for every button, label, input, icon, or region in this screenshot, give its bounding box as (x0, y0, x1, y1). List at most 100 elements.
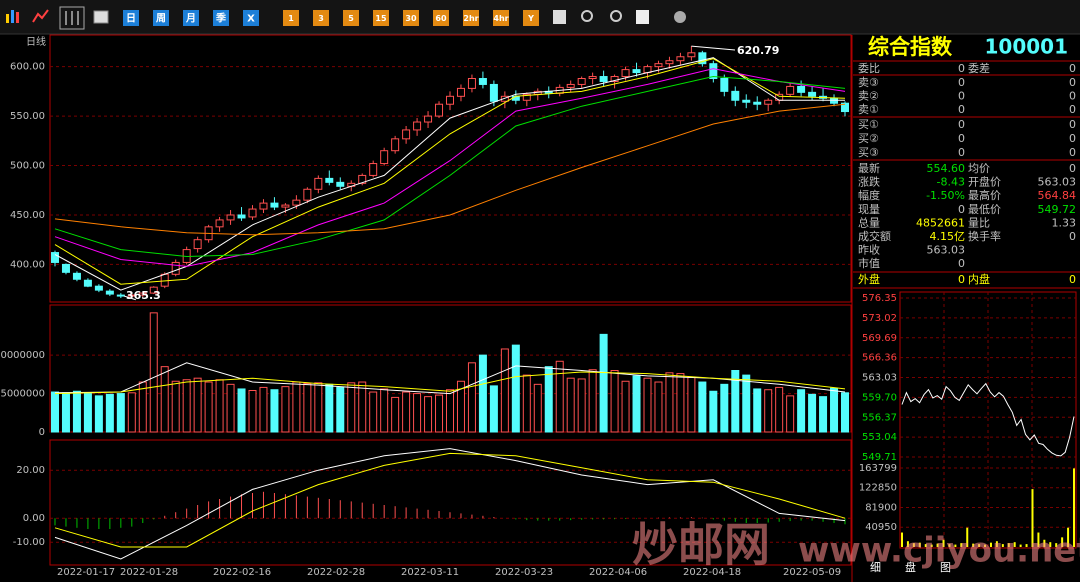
minute-button-label[interactable]: 3 (318, 14, 324, 23)
volume-bar (226, 383, 235, 433)
quote-cell: 563.03 (1038, 176, 1077, 189)
quote-cell: 总量 (858, 215, 880, 229)
candle-body (380, 150, 389, 165)
candle-body (446, 95, 454, 105)
volume-bar (522, 374, 531, 433)
minute-button[interactable] (343, 10, 359, 26)
minute-button-label[interactable]: 15 (375, 14, 387, 23)
y-tick-label: 20.00 (16, 465, 45, 476)
period-button[interactable] (183, 10, 199, 26)
period-button-label[interactable]: X (247, 14, 255, 25)
tab[interactable]: 图 (940, 561, 951, 574)
candle-body (786, 85, 795, 95)
icon-line[interactable] (32, 9, 49, 23)
minute-button[interactable] (463, 10, 479, 26)
period-button[interactable] (243, 10, 259, 26)
volume-bar (83, 393, 92, 433)
quote-cell: 0 (958, 203, 965, 216)
volume-bar (116, 393, 125, 433)
minute-button[interactable] (283, 10, 299, 26)
y-tick-label: -10.00 (13, 537, 45, 548)
minute-button[interactable] (313, 10, 329, 26)
period-button-label[interactable]: 周 (156, 13, 166, 25)
volume-bar (577, 378, 586, 433)
candle-body (709, 63, 718, 80)
x-tick-label: 2022-04-06 (589, 567, 647, 578)
period-label: 日线 (26, 35, 46, 48)
toolbar (0, 0, 1080, 34)
quote-cell: 均价 (968, 162, 990, 175)
icon-bars[interactable] (6, 14, 9, 23)
minute-button-label[interactable]: 4hr (493, 14, 508, 23)
macd-line (54, 448, 846, 560)
minute-button-label[interactable]: 30 (405, 14, 417, 23)
period-button-label[interactable]: 季 (215, 12, 227, 25)
quote-cell: 0 (1069, 273, 1076, 286)
minute-button-label[interactable]: 5 (348, 14, 354, 23)
icon-window[interactable] (93, 10, 109, 24)
volume-bar (325, 383, 334, 433)
high-label: 620.79 (737, 44, 779, 57)
period-button[interactable] (123, 10, 139, 26)
candle-body (720, 78, 729, 92)
volume-bar (336, 386, 345, 433)
low-pointer (123, 295, 136, 301)
tab[interactable]: 细 (870, 561, 881, 574)
minute-button-label[interactable]: 2hr (463, 14, 478, 23)
macd-line (54, 452, 846, 548)
minute-button[interactable] (493, 10, 509, 26)
toolbar-icons (6, 6, 686, 30)
candle-body (127, 294, 136, 297)
period-button[interactable] (153, 10, 169, 26)
minute-button[interactable] (523, 10, 539, 26)
candle-body (138, 292, 147, 296)
icon-edit[interactable] (636, 10, 649, 24)
candle-body (764, 99, 773, 105)
volume-bar (215, 379, 224, 433)
period-button-label[interactable]: 日 (126, 13, 136, 25)
quote-cell: 0 (1069, 162, 1076, 175)
minute-button-label[interactable]: 60 (435, 14, 447, 23)
volume-bar (588, 369, 597, 433)
quote-cell: 幅度 (858, 188, 880, 202)
period-button[interactable] (213, 10, 229, 26)
candle-body (105, 290, 114, 295)
x-tick-label: 2022-01-28 (120, 567, 178, 578)
icon-zoom-out[interactable] (610, 10, 622, 22)
quote-cell: 0 (1069, 146, 1076, 159)
volume-bar (380, 388, 389, 433)
quote-cell: -1.50% (926, 189, 965, 202)
period-button-label[interactable]: 月 (185, 13, 196, 25)
panel-frame (49, 439, 852, 566)
icon-settings[interactable] (674, 11, 686, 23)
minute-button-label[interactable]: Y (527, 14, 534, 23)
minute-button[interactable] (403, 10, 419, 26)
candle-body (588, 76, 597, 80)
candle-body (369, 163, 378, 176)
minute-button[interactable] (373, 10, 389, 26)
volume-bar (764, 389, 773, 433)
y-tick-label: 556.37 (862, 412, 897, 423)
minute-button-label[interactable]: 1 (288, 14, 294, 23)
volume-bar (621, 380, 630, 433)
quote-cell: 委比 (858, 62, 880, 75)
volume-average (54, 371, 846, 395)
volume-bar (424, 396, 433, 433)
quote-cell: 0 (958, 90, 965, 103)
candle-body (149, 286, 158, 294)
tab[interactable]: 盘 (905, 560, 916, 574)
quote-cell: 564.84 (1038, 189, 1077, 202)
quote-cell: 卖① (858, 103, 879, 116)
volume-bar (775, 386, 784, 433)
volume-bar (193, 377, 202, 433)
volume-bar (182, 379, 191, 433)
quote-cell: 0 (1069, 103, 1076, 116)
volume-bar (446, 389, 454, 433)
icon-zoom-in[interactable] (581, 10, 593, 22)
minute-button[interactable] (433, 10, 449, 26)
volume-bar (632, 375, 641, 433)
icon-kline-box[interactable] (59, 6, 85, 30)
candle-body (478, 78, 487, 85)
icon-sheet[interactable] (553, 10, 566, 24)
volume-bar (435, 394, 444, 433)
